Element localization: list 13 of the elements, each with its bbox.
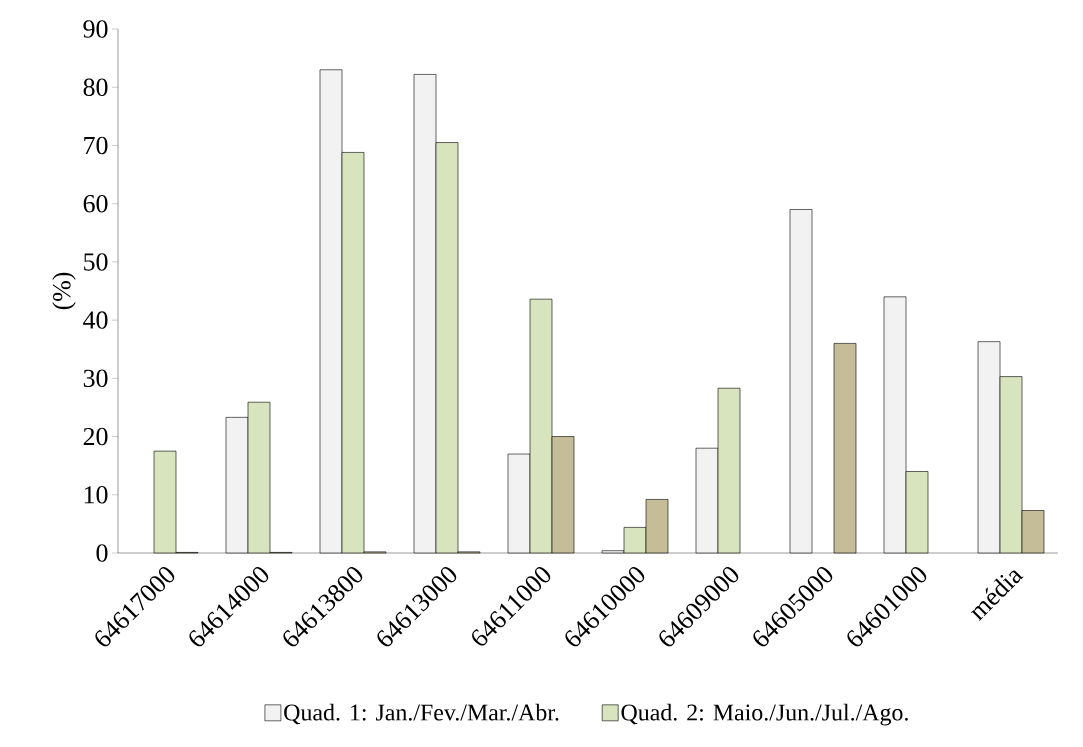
- legend-label: Quad. 1: Jan./Fev./Mar./Abr.: [284, 703, 559, 725]
- y-tick-label: 30: [83, 369, 108, 388]
- y-tick-label: 60: [83, 194, 108, 213]
- y-tick-label: 50: [84, 253, 108, 271]
- y-tick-label: 0: [96, 544, 108, 562]
- y-tick-label: 90: [83, 20, 108, 38]
- y-tick-label: 10: [84, 486, 108, 504]
- y-axis-title: (%): [52, 272, 76, 310]
- y-tick-label: 80: [83, 78, 108, 96]
- legend-label: Quad. 2: Maio./Jun./Jul./Ago.: [621, 703, 908, 726]
- y-tick-label: 20: [83, 427, 108, 446]
- y-tick-label: 40: [83, 311, 108, 329]
- y-tick-label: 70: [84, 136, 108, 155]
